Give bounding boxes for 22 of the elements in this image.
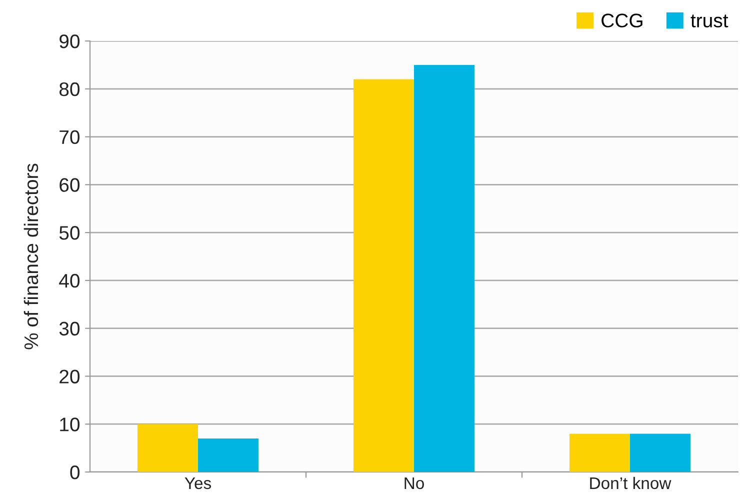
y-tick-label: 50 — [59, 226, 80, 240]
y-tick-label: 80 — [59, 82, 80, 96]
y-tick-label: 0 — [70, 465, 80, 480]
bar — [354, 79, 414, 472]
y-tick-label: 10 — [60, 418, 80, 432]
x-tick-label: No — [404, 477, 424, 490]
x-tick-label: Yes — [184, 477, 211, 490]
bar — [414, 64, 474, 472]
bar — [138, 424, 198, 472]
y-tick-label: 20 — [60, 370, 80, 384]
bar — [630, 434, 690, 472]
x-tick-label: Don’t know — [590, 476, 672, 490]
y-tick-label: 90 — [60, 34, 80, 48]
y-tick-label: 60 — [60, 178, 80, 192]
y-tick-label: 40 — [59, 274, 80, 288]
y-tick-label: 30 — [59, 322, 80, 336]
legend-label: trust — [690, 14, 728, 28]
bar — [570, 434, 630, 472]
y-tick-label: 70 — [60, 130, 80, 144]
bar — [198, 438, 258, 472]
y-axis-title: % of finance directors — [24, 164, 38, 350]
legend-label: CCG — [602, 14, 642, 28]
